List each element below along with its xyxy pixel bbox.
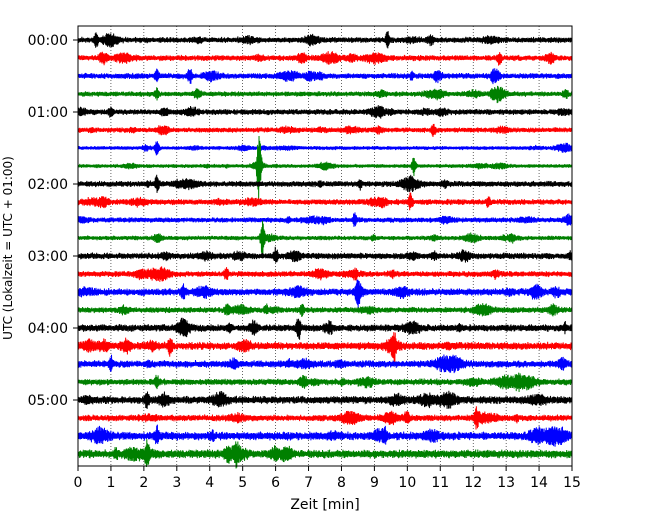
trace-group xyxy=(77,31,573,469)
trace-line xyxy=(77,246,573,263)
trace-line xyxy=(77,279,573,308)
x-tick-label: 15 xyxy=(563,475,581,491)
x-tick-label: 10 xyxy=(398,475,416,491)
x-tick-label: 14 xyxy=(530,475,548,491)
x-tick-label: 4 xyxy=(205,475,214,491)
y-axis-label: UTC (Lokalzeit = UTC + 01:00) xyxy=(1,156,15,340)
x-tick-label: 13 xyxy=(497,475,515,491)
x-tick-label: 7 xyxy=(304,475,313,491)
x-axis-ticks: 0 1 2 3 4 5 6 7 8 9 10 11 12 13 14 15 xyxy=(74,466,581,491)
y-tick-label: 01:00 xyxy=(28,105,68,121)
x-tick-label: 5 xyxy=(238,475,247,491)
trace-line xyxy=(77,390,573,409)
y-tick-label: 05:00 xyxy=(28,393,68,409)
plot-frame xyxy=(77,25,573,467)
y-tick-label: 00:00 xyxy=(28,33,68,49)
x-tick-label: 9 xyxy=(370,475,379,491)
x-tick-label: 2 xyxy=(139,475,148,491)
x-tick-label: 3 xyxy=(172,475,181,491)
x-tick-label: 0 xyxy=(74,475,83,491)
vertical-gridlines xyxy=(110,26,540,466)
y-tick-label: 02:00 xyxy=(28,177,68,193)
x-tick-label: 6 xyxy=(271,475,280,491)
x-tick-label: 8 xyxy=(337,475,346,491)
y-tick-label: 03:00 xyxy=(28,249,68,265)
trace-line xyxy=(77,136,573,201)
trace-line xyxy=(77,332,573,363)
x-tick-label: 1 xyxy=(106,475,115,491)
x-tick-label: 12 xyxy=(464,475,482,491)
trace-line xyxy=(77,406,573,430)
x-tick-label: 11 xyxy=(431,475,449,491)
y-axis-ticks: 00:00 01:00 02:00 03:00 04:00 05:00 xyxy=(28,33,78,409)
y-tick-label: 04:00 xyxy=(28,321,68,337)
x-axis-label: Zeit [min] xyxy=(290,497,359,513)
